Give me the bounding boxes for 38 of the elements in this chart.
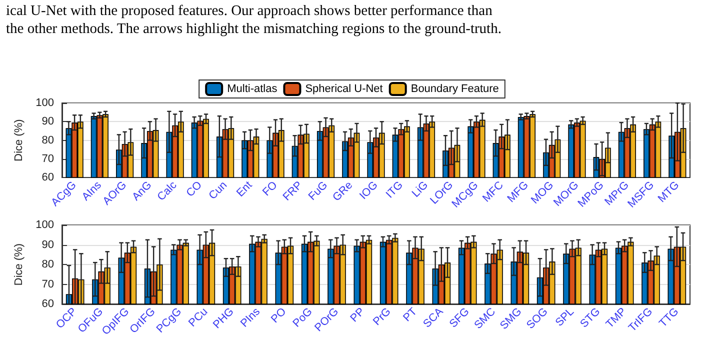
legend-label: Multi-atlas	[227, 83, 278, 95]
x-tick-label: SCA	[421, 305, 446, 330]
x-tick-label: Calc	[155, 178, 180, 204]
y-tick-label: 90	[42, 238, 54, 251]
x-tick-label: ITG	[384, 179, 406, 201]
x-tick-label: SPL	[553, 306, 576, 329]
x-tick-label: PCu	[186, 306, 210, 330]
y-tick-label: 80	[42, 258, 54, 270]
x-tick-label: GRe	[330, 179, 356, 204]
x-tick-label: AIns	[80, 178, 104, 204]
y-tick-label: 60	[42, 298, 54, 310]
text: the other methods. The arrows highlight the mismatching regions to the ground-truth.	[6, 20, 502, 38]
y-axis-title: Dice (%)	[13, 243, 26, 286]
x-tick-label: FO	[260, 178, 280, 199]
y-tick-label: 60	[42, 172, 54, 184]
legend-label: Spherical U-Net	[305, 83, 383, 95]
y-axis-title: Dice (%)	[13, 119, 26, 162]
x-tick-label: Ent	[234, 179, 255, 200]
x-tick-label: FuG	[306, 179, 330, 203]
y-tick-label: 90	[42, 116, 54, 128]
x-tick-label: CO	[184, 178, 205, 200]
legend-label: Boundary Feature	[410, 83, 499, 95]
x-tick-label: TTG	[657, 306, 682, 330]
y-tick-label: 70	[42, 152, 54, 165]
text: ical U-Net with the proposed features. Our approach shows better performance than	[6, 2, 494, 20]
x-tick-label: PT	[401, 306, 420, 324]
x-tick-label: PrG	[371, 306, 394, 328]
y-tick-label: 70	[42, 278, 54, 290]
y-tick-label: 80	[42, 134, 54, 146]
x-tick-label: LiG	[410, 179, 430, 200]
x-tick-label: PO	[268, 305, 289, 326]
x-tick-label: PIns	[238, 305, 263, 330]
x-tick-label: PP	[348, 306, 368, 325]
x-tick-label: TMP	[604, 306, 629, 331]
y-tick-label: 100	[36, 219, 54, 231]
x-tick-label: IOG	[358, 179, 380, 202]
x-tick-label: Cun	[206, 179, 230, 202]
y-tick-label: 100	[36, 97, 54, 109]
